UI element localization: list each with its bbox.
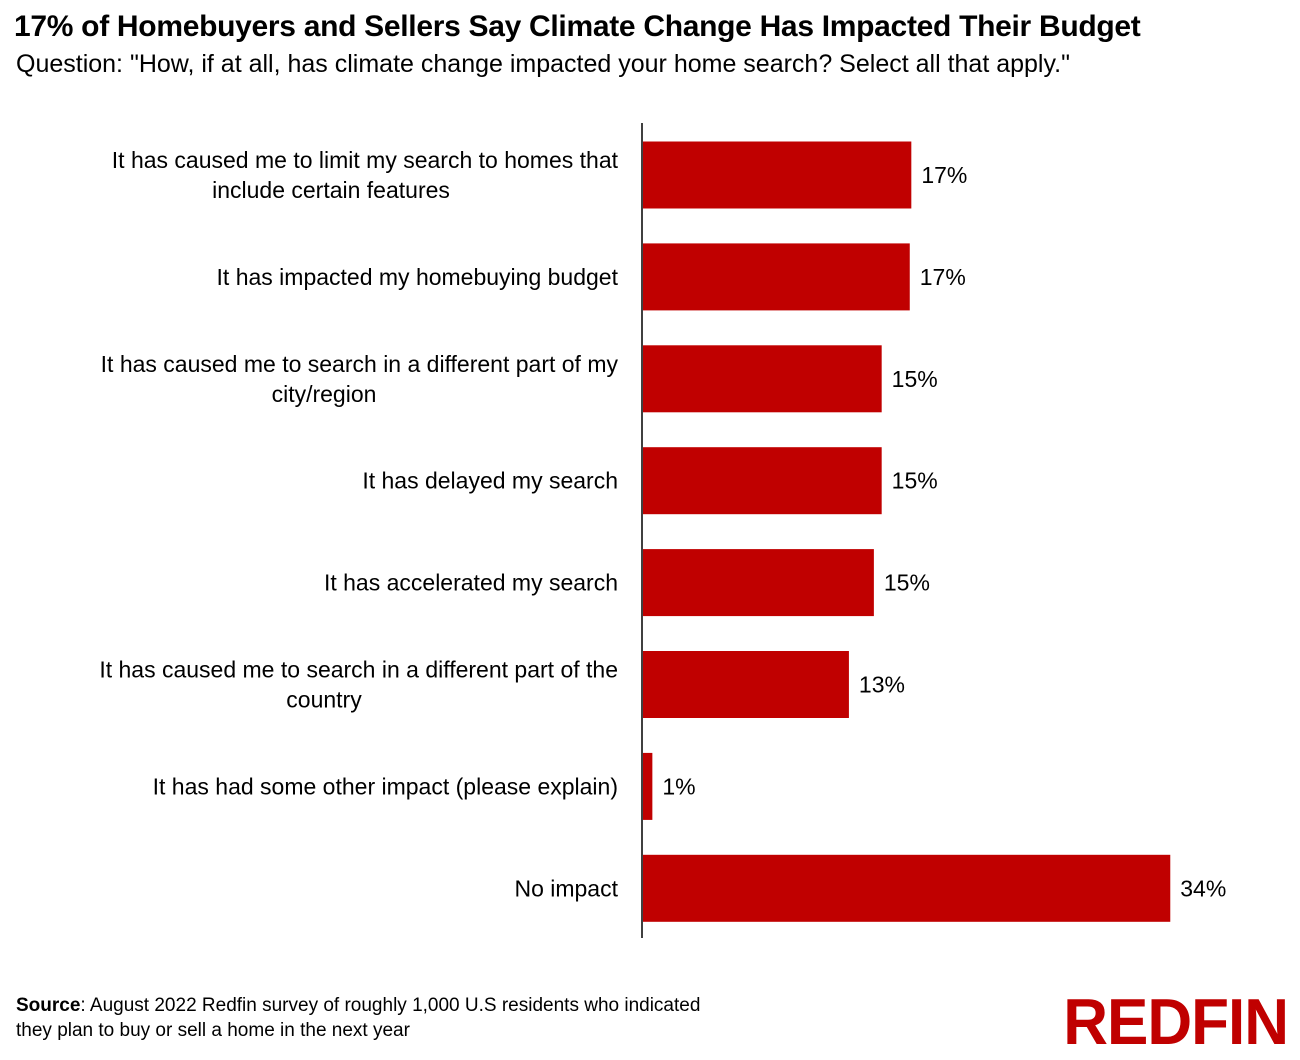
bar — [643, 549, 874, 617]
source-note: Source: August 2022 Redfin survey of rou… — [16, 993, 736, 1043]
category-label: It has caused me to limit my search to h… — [112, 147, 619, 203]
category-label: It has had some other impact (please exp… — [153, 773, 618, 799]
bar — [643, 651, 849, 718]
value-label: 15% — [892, 366, 938, 392]
value-label: 34% — [1180, 875, 1226, 901]
category-label-line: city/region — [272, 381, 377, 407]
source-label: Source — [16, 995, 81, 1016]
category-label-line: It has had some other impact (please exp… — [153, 773, 618, 799]
bar — [643, 854, 1171, 922]
redfin-logo: REDFIN — [1063, 986, 1289, 1059]
chart-subtitle: Question: "How, if at all, has climate c… — [16, 50, 1070, 78]
category-label-line: include certain features — [212, 177, 450, 203]
category-label: It has impacted my homebuying budget — [217, 264, 619, 290]
category-label-line: It has caused me to search in a differen… — [101, 351, 619, 377]
category-label: It has caused me to search in a differen… — [99, 657, 618, 713]
value-label: 17% — [920, 264, 966, 290]
category-label-line: It has delayed my search — [362, 468, 618, 494]
category-label-line: It has caused me to search in a differen… — [99, 657, 618, 683]
category-label: It has accelerated my search — [324, 570, 618, 596]
category-label-line: It has impacted my homebuying budget — [217, 264, 619, 290]
category-label-line: country — [286, 687, 362, 713]
value-label: 15% — [884, 570, 930, 596]
bar — [643, 243, 910, 311]
category-label: No impact — [514, 875, 618, 901]
bar-chart: 17% It has caused me to limit my search t… — [99, 123, 1226, 938]
value-label: 1% — [662, 773, 695, 799]
category-label-line: No impact — [514, 875, 618, 901]
value-label: 13% — [859, 672, 905, 698]
category-label-line: It has caused me to limit my search to h… — [112, 147, 619, 173]
bar — [643, 447, 882, 515]
source-text: : August 2022 Redfin survey of roughly 1… — [16, 995, 701, 1041]
chart-title: 17% of Homebuyers and Sellers Say Climat… — [14, 10, 1141, 43]
category-label: It has caused me to search in a differen… — [101, 351, 619, 407]
bar — [643, 345, 882, 413]
bar — [643, 141, 912, 209]
bar — [643, 752, 653, 820]
category-label: It has delayed my search — [362, 468, 618, 494]
value-label: 15% — [892, 468, 938, 494]
value-label: 17% — [921, 162, 967, 188]
category-label-line: It has accelerated my search — [324, 570, 618, 596]
